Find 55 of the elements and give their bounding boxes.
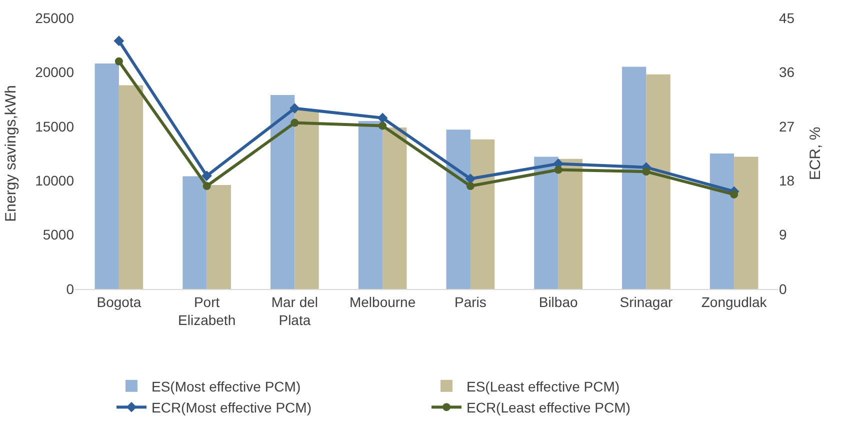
legend-label: ECR(Most effective PCM) xyxy=(152,400,312,416)
bar xyxy=(206,184,231,289)
bar xyxy=(734,156,758,289)
y-tick-label: 20000 xyxy=(35,64,74,80)
x-tick-label: Srinagar xyxy=(620,294,673,310)
point xyxy=(378,122,387,130)
y-tick-label: 5000 xyxy=(42,226,74,243)
y2-tick-label: 0 xyxy=(779,280,787,297)
y-tick-label: 15000 xyxy=(35,118,74,134)
x-tick-label: Paris xyxy=(454,294,486,310)
bar xyxy=(94,64,119,289)
point xyxy=(290,118,299,127)
bar xyxy=(646,74,670,289)
bar xyxy=(182,176,207,289)
y-tick-label: 25000 xyxy=(35,10,74,26)
point xyxy=(114,36,124,46)
point xyxy=(202,170,212,181)
point xyxy=(730,190,738,198)
y2-tick-label: 27 xyxy=(779,118,795,134)
y-axis-title: Energy savings,kWh xyxy=(2,85,20,222)
bar xyxy=(558,158,582,289)
legend-label: ES(Most effective PCM) xyxy=(152,378,301,394)
point xyxy=(289,103,300,114)
bar xyxy=(470,139,495,289)
point xyxy=(642,168,650,176)
legend-label: ECR(Least effective PCM) xyxy=(466,400,630,416)
x-tick-label: Bilbao xyxy=(538,294,578,310)
y-tick-label: 10000 xyxy=(35,172,74,188)
bar xyxy=(382,127,407,289)
y-tick-label: 0 xyxy=(66,280,74,297)
y2-tick-label: 18 xyxy=(779,172,795,188)
x-tick-label: Zongudlak xyxy=(701,294,768,310)
x-tick-label: Bogota xyxy=(96,294,142,310)
bar xyxy=(534,156,558,289)
y2-axis-title: ECR, % xyxy=(806,126,824,180)
point xyxy=(466,182,474,190)
point xyxy=(554,166,562,174)
point xyxy=(377,112,388,124)
y2-tick-label: 45 xyxy=(779,10,795,26)
x-tick-label: Melbourne xyxy=(349,294,416,310)
bar xyxy=(710,154,734,289)
bar xyxy=(118,85,144,289)
point xyxy=(465,174,476,184)
bar xyxy=(622,66,646,289)
x-tick-label: Mar del Plata xyxy=(271,294,318,328)
bar xyxy=(358,120,383,289)
bar xyxy=(270,94,295,289)
bar xyxy=(294,110,319,289)
bar xyxy=(446,130,470,289)
y2-tick-label: 9 xyxy=(779,226,787,243)
x-tick-label: Port Elizabeth xyxy=(178,294,236,328)
legend-label: ES(Least effective PCM) xyxy=(466,378,620,394)
y2-tick-label: 36 xyxy=(779,64,795,80)
point xyxy=(114,57,123,66)
point xyxy=(202,182,211,190)
